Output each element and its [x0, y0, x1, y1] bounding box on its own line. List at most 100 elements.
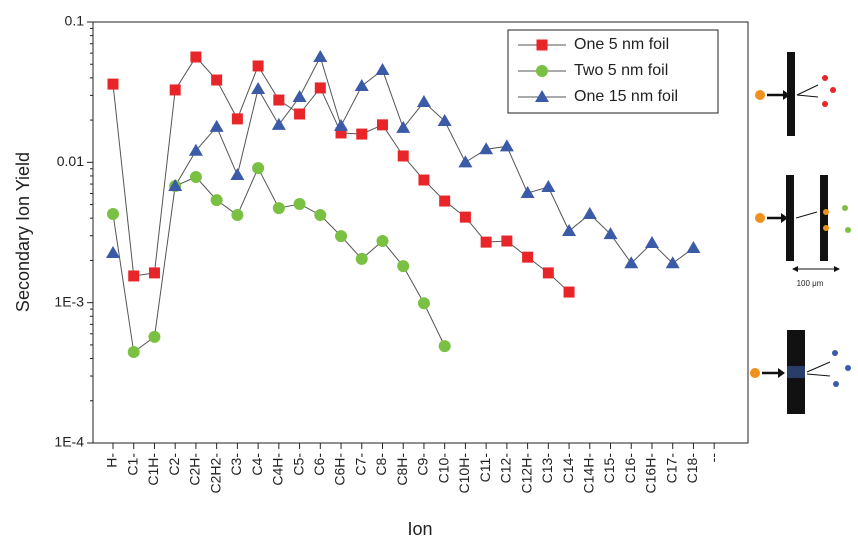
x-tick-label: C2H- — [187, 453, 203, 486]
marker — [499, 139, 514, 152]
x-tick-label: C12- — [498, 453, 514, 484]
marker — [335, 127, 347, 139]
x-tick-label: C8H- — [394, 453, 410, 486]
marker — [231, 209, 244, 222]
marker — [480, 236, 492, 248]
x-tick-label: C4- — [249, 453, 265, 476]
marker — [292, 90, 307, 103]
marker — [603, 227, 618, 240]
marker — [458, 155, 473, 168]
marker — [437, 114, 452, 127]
x-tick-label: C4H- — [270, 453, 286, 486]
x-tick-label: C2- — [166, 453, 182, 476]
legend-label: One 5 nm foil — [574, 36, 669, 53]
x-tick-label: C6- — [311, 453, 327, 476]
marker — [356, 128, 368, 140]
x-tick-label: C18- — [684, 453, 700, 484]
marker — [416, 95, 431, 108]
x-tick-label: -- — [705, 453, 721, 463]
legend-label: One 15 nm foil — [574, 88, 678, 105]
y-tick-label: 1E-4 — [54, 434, 84, 450]
x-tick-label: C17- — [663, 453, 679, 484]
schematic-thick-foil — [750, 330, 851, 414]
x-tick-label: C16- — [622, 453, 638, 484]
marker — [271, 117, 286, 130]
marker — [127, 346, 140, 359]
marker — [396, 120, 411, 133]
marker — [128, 270, 140, 282]
marker — [644, 236, 659, 249]
y-tick-label: 0.01 — [57, 153, 84, 169]
marker — [686, 241, 701, 254]
marker — [169, 84, 181, 96]
schematic-one-foil — [755, 52, 836, 136]
marker — [209, 119, 224, 132]
marker — [231, 113, 243, 125]
marker — [536, 65, 548, 77]
x-tick-label: C13- — [539, 453, 555, 484]
marker — [210, 194, 223, 207]
y-tick-label: 0.1 — [65, 13, 85, 29]
y-axis-title: Secondary Ion Yield — [13, 152, 33, 312]
x-tick-label: C8- — [373, 453, 389, 476]
marker — [107, 208, 119, 221]
marker — [335, 230, 348, 243]
marker — [251, 82, 266, 95]
x-tick-label: C15- — [601, 453, 617, 484]
x-tick-label: C16H- — [643, 453, 659, 494]
marker — [522, 251, 534, 263]
marker — [501, 235, 513, 247]
marker — [418, 174, 430, 186]
x-tick-label: C2H2- — [207, 453, 223, 494]
x-tick-label: H- — [104, 453, 120, 468]
marker — [355, 252, 368, 265]
plot-frame — [92, 21, 749, 444]
marker — [148, 330, 161, 343]
marker — [438, 340, 451, 353]
marker — [294, 108, 306, 120]
x-tick-label: C10H- — [456, 453, 472, 494]
marker — [188, 143, 203, 156]
x-tick-label: C6H- — [332, 453, 348, 486]
x-tick-label: C12H- — [518, 453, 534, 494]
marker — [541, 180, 556, 193]
marker — [397, 150, 409, 162]
x-tick-label: C14- — [560, 453, 576, 484]
marker — [397, 260, 410, 273]
marker — [535, 90, 549, 102]
marker — [252, 60, 264, 72]
y-tick-label: 1E-3 — [54, 293, 84, 309]
marker — [106, 245, 120, 258]
x-tick-label: C14H- — [580, 453, 596, 494]
marker — [562, 224, 577, 237]
marker — [582, 207, 597, 220]
x-tick-label: C1- — [124, 453, 140, 476]
marker — [252, 162, 265, 175]
marker — [190, 51, 202, 63]
marker — [334, 118, 349, 131]
marker — [376, 235, 389, 248]
marker — [148, 267, 160, 279]
x-tick-label: C11- — [477, 453, 493, 483]
series-line — [174, 55, 694, 264]
marker — [439, 195, 451, 207]
x-tick-label: C5- — [290, 453, 306, 476]
marker — [272, 202, 285, 215]
marker — [107, 78, 119, 90]
marker — [230, 168, 245, 181]
legend-label: Two 5 nm foil — [574, 62, 668, 79]
marker — [211, 74, 223, 86]
marker — [542, 267, 554, 279]
marker — [273, 94, 285, 106]
x-axis-title: Ion — [407, 519, 432, 539]
marker — [375, 62, 390, 75]
marker — [624, 256, 639, 269]
marker — [189, 171, 202, 184]
marker — [536, 39, 548, 51]
x-tick-label: C10- — [435, 453, 451, 484]
marker — [354, 78, 369, 91]
marker — [520, 186, 535, 199]
x-tick-label: C1H- — [145, 453, 161, 486]
x-tick-label: C7- — [352, 453, 368, 476]
